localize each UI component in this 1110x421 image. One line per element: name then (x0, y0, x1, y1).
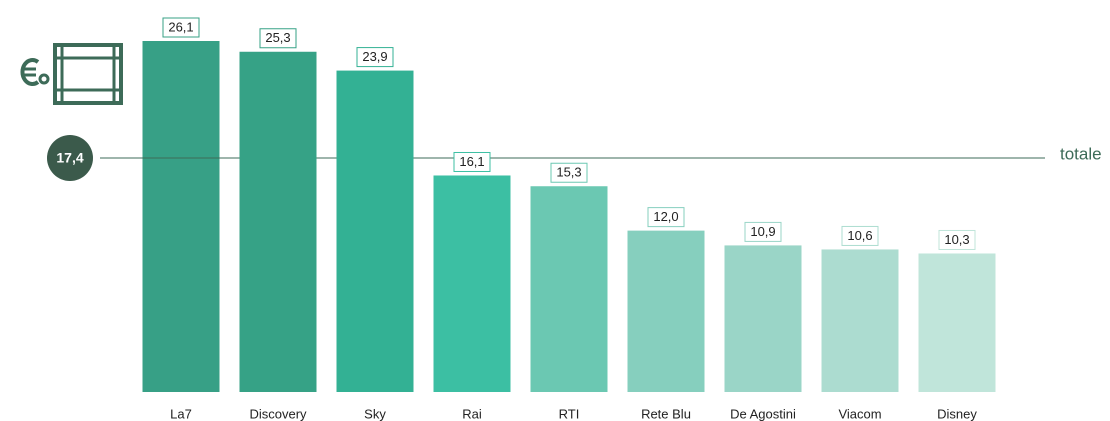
reference-value-label: 17,4 (56, 150, 83, 166)
x-tick-label: Discovery (249, 406, 307, 421)
value-label: 16,1 (459, 154, 484, 169)
value-label: 26,1 (168, 19, 193, 34)
x-tick-label: Rai (462, 406, 482, 421)
value-label-box (162, 17, 200, 38)
value-label: 10,6 (847, 228, 872, 243)
value-label-box (744, 221, 782, 242)
value-label-box (841, 225, 879, 246)
value-label: 25,3 (265, 30, 290, 45)
bar (433, 175, 511, 392)
x-tick-label: Disney (937, 406, 977, 421)
bar (821, 249, 899, 392)
bar (530, 186, 608, 392)
x-tick-label: Rete Blu (641, 406, 691, 421)
reference-badge (47, 135, 93, 181)
value-label-box (259, 28, 297, 49)
value-label: 15,3 (556, 165, 581, 180)
x-tick-label: RTI (559, 406, 580, 421)
value-label-box (647, 207, 685, 228)
x-tick-label: La7 (170, 406, 192, 421)
bar (142, 41, 220, 392)
x-tick-label: Sky (364, 406, 386, 421)
x-tick-label: De Agostini (730, 406, 796, 421)
value-label: 12,0 (653, 209, 678, 224)
bar (918, 253, 996, 392)
reference-label: totale (1060, 144, 1102, 163)
value-label-box (938, 229, 976, 250)
value-label-box (453, 151, 491, 172)
value-label-box (356, 47, 394, 68)
bar (627, 230, 705, 392)
x-tick-label: Viacom (838, 406, 881, 421)
value-label-box (550, 162, 588, 183)
value-label: 10,3 (944, 232, 969, 247)
bar (724, 245, 802, 392)
bar (336, 70, 414, 392)
value-label: 23,9 (362, 49, 387, 64)
bar (239, 51, 317, 393)
euro-film-icon (20, 43, 123, 105)
value-label: 10,9 (750, 224, 775, 239)
